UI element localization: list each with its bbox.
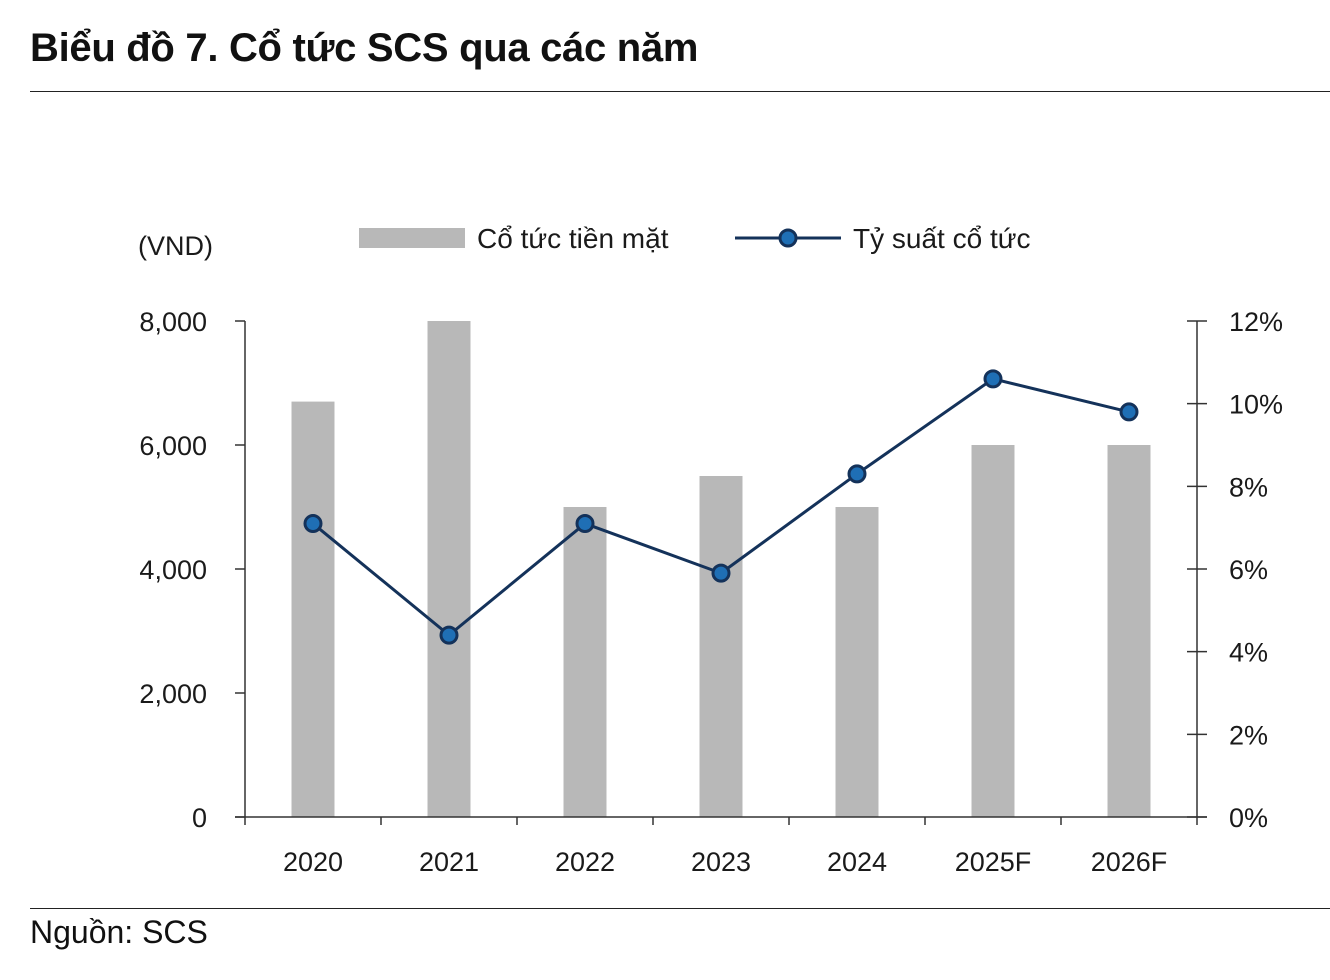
bar-2023 bbox=[699, 476, 743, 817]
y-right-tick-label: 2% bbox=[1229, 720, 1268, 750]
y-right-tick-label: 0% bbox=[1229, 803, 1268, 833]
x-tick-label: 2024 bbox=[827, 847, 887, 877]
bar-2020 bbox=[291, 401, 335, 817]
source-note: Nguồn: SCS bbox=[30, 914, 208, 950]
yield-point-2026F bbox=[1119, 402, 1139, 422]
yield-point-2025F bbox=[983, 369, 1003, 389]
yield-point-2023 bbox=[711, 563, 731, 583]
title-divider bbox=[30, 91, 1330, 92]
y-left-tick-label: 2,000 bbox=[139, 679, 207, 709]
legend-line-label: Tỷ suất cổ tức bbox=[853, 223, 1030, 254]
legend-line-marker bbox=[778, 228, 798, 248]
x-tick-label: 2022 bbox=[555, 847, 615, 877]
y-left-tick-label: 8,000 bbox=[139, 307, 207, 337]
bar-2025F bbox=[971, 445, 1015, 817]
legend-bar-label: Cổ tức tiền mặt bbox=[477, 223, 669, 254]
x-tick-label: 2021 bbox=[419, 847, 479, 877]
y-left-tick-label: 4,000 bbox=[139, 555, 207, 585]
y-right-tick-label: 4% bbox=[1229, 638, 1268, 668]
yield-point-2022 bbox=[575, 514, 595, 534]
y-right-tick-label: 12% bbox=[1229, 307, 1283, 337]
x-tick-label: 2026F bbox=[1091, 847, 1168, 877]
x-tick-label: 2023 bbox=[691, 847, 751, 877]
bar-2022 bbox=[563, 507, 607, 817]
legend-bar-swatch bbox=[359, 228, 465, 248]
plot-area: 0 2,000 4,000 6,000 8,000 0% 2% 4% 6% 8% 10% 12% 202… bbox=[139, 307, 1283, 877]
bar-2024 bbox=[835, 507, 879, 817]
y-left-unit-label: (VND) bbox=[138, 231, 213, 261]
y-left-tick-label: 6,000 bbox=[139, 431, 207, 461]
y-right-tick-label: 8% bbox=[1229, 472, 1268, 502]
footer-divider bbox=[30, 908, 1330, 909]
x-tick-label: 2025F bbox=[955, 847, 1032, 877]
yield-point-2021 bbox=[439, 625, 459, 645]
yield-point-2024 bbox=[847, 464, 867, 484]
x-tick-label: 2020 bbox=[283, 847, 343, 877]
bar-2021 bbox=[427, 321, 471, 817]
legend: Cổ tức tiền mặt Tỷ suất cổ tức bbox=[359, 223, 1030, 254]
chart-canvas: Cổ tức tiền mặt Tỷ suất cổ tức (VND) 0 2,… bbox=[138, 223, 1283, 877]
chart-title: Biểu đồ 7. Cổ tức SCS qua các năm bbox=[30, 26, 699, 70]
bar-2026F bbox=[1107, 445, 1151, 817]
y-left-tick-label: 0 bbox=[192, 803, 207, 833]
y-right-tick-label: 10% bbox=[1229, 390, 1283, 420]
y-right-tick-label: 6% bbox=[1229, 555, 1268, 585]
yield-point-2020 bbox=[303, 514, 323, 534]
